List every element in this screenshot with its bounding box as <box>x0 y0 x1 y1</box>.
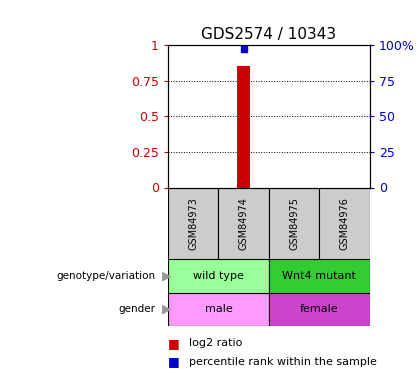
Text: wild type: wild type <box>193 271 244 280</box>
Text: genotype/variation: genotype/variation <box>56 271 155 280</box>
Text: GSM84975: GSM84975 <box>289 196 299 250</box>
Text: ■: ■ <box>168 337 180 350</box>
Text: Wnt4 mutant: Wnt4 mutant <box>282 271 356 280</box>
Text: GSM84974: GSM84974 <box>239 196 249 250</box>
Text: male: male <box>205 304 232 314</box>
Bar <box>237 66 250 188</box>
Text: GSM84976: GSM84976 <box>339 196 349 250</box>
Bar <box>218 188 269 259</box>
Text: ▶: ▶ <box>162 269 171 282</box>
Text: ■: ■ <box>168 356 180 368</box>
Bar <box>168 292 269 326</box>
Text: log2 ratio: log2 ratio <box>189 338 242 348</box>
Bar <box>269 259 370 292</box>
Text: GSM84973: GSM84973 <box>188 196 198 250</box>
Text: percentile rank within the sample: percentile rank within the sample <box>189 357 377 367</box>
Bar <box>168 188 218 259</box>
Text: ▶: ▶ <box>162 303 171 316</box>
Text: female: female <box>300 304 339 314</box>
Bar <box>319 188 370 259</box>
Bar <box>269 292 370 326</box>
Title: GDS2574 / 10343: GDS2574 / 10343 <box>201 27 336 42</box>
Text: gender: gender <box>118 304 155 314</box>
Bar <box>168 259 269 292</box>
Bar <box>269 188 319 259</box>
